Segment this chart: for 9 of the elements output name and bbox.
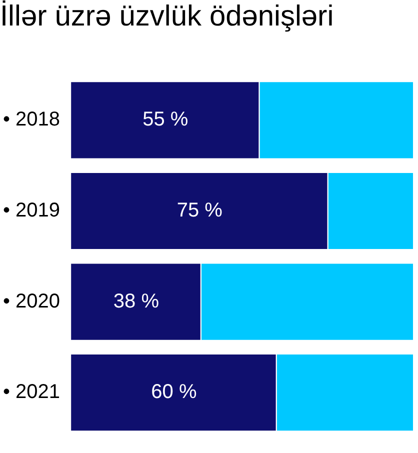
y-tick-label: • 2018 <box>2 108 60 131</box>
chart-title: İllər üzrə üzvlük ödənişləri <box>0 0 334 32</box>
y-tick-label: • 2021 <box>2 381 60 404</box>
data-label: 75 % <box>176 200 223 222</box>
data-label: 55 % <box>142 108 188 131</box>
data-label: 38 % <box>113 290 160 312</box>
y-tick-label: • 2019 <box>2 200 60 222</box>
y-tick-label: • 2020 <box>2 290 60 312</box>
data-label: 60 % <box>151 381 197 404</box>
